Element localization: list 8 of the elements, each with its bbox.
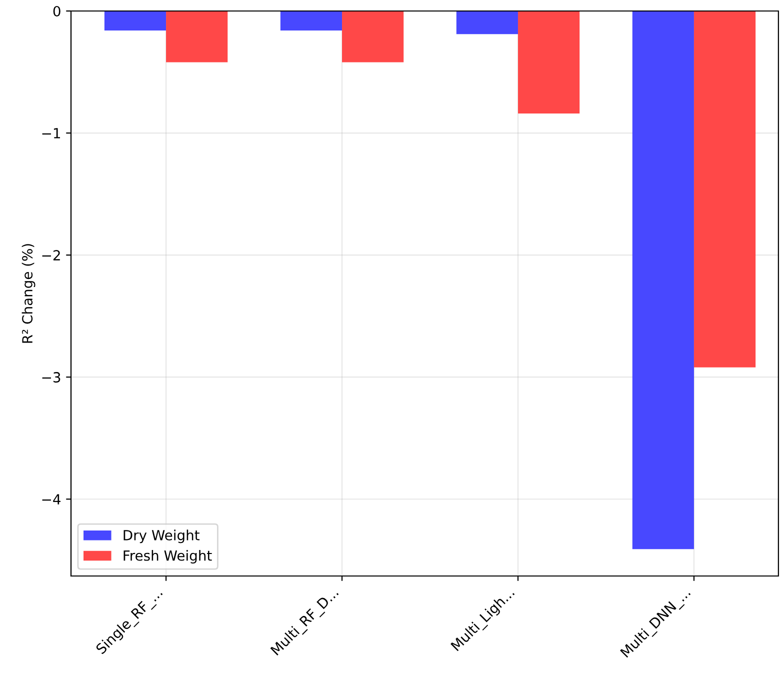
legend-label: Fresh Weight [124, 550, 212, 564]
y-tick-label: −4 [42, 494, 60, 504]
y-tick-label: −1 [42, 128, 60, 138]
y-tick-label: −2 [42, 250, 60, 260]
legend-label: Dry Weight [124, 530, 200, 544]
y-axis-title: R² Change (%) [22, 244, 36, 343]
y-tick-label: −3 [42, 372, 60, 383]
y-tick-label: 0 [53, 6, 60, 16]
